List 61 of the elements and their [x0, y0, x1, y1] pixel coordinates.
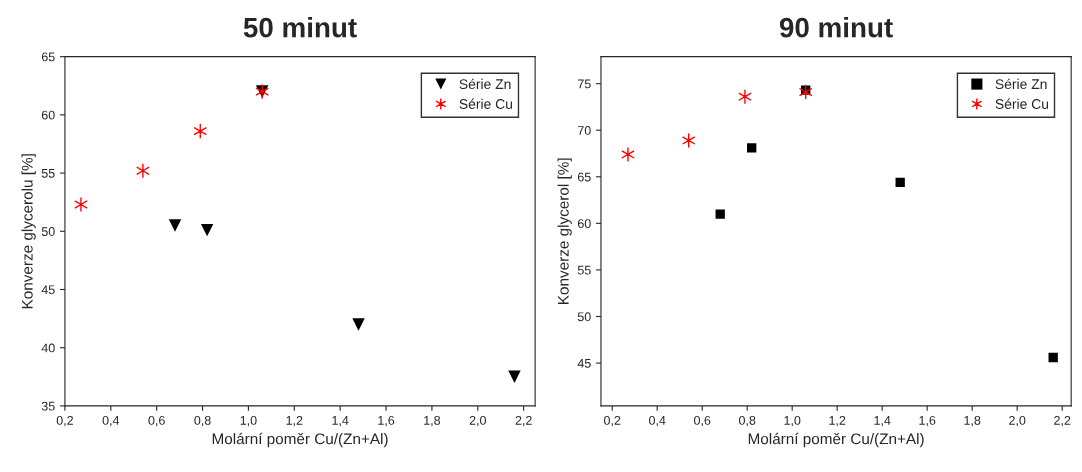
- x-tick-label: 0,6: [694, 415, 711, 427]
- x-tick-label: 0,2: [56, 415, 73, 427]
- point: [895, 177, 905, 188]
- y-axis-title: Konverze glycerol [%]: [557, 158, 572, 304]
- y-tick-label: 70: [577, 126, 591, 135]
- x-tick-label: 2,2: [1054, 415, 1071, 427]
- legend-label: Série Zn: [459, 78, 511, 90]
- point: [193, 123, 207, 139]
- point: [621, 147, 635, 162]
- y-tick-label: 65: [41, 52, 55, 62]
- x-tick-label: 1,0: [784, 415, 801, 427]
- y-tick-label: 50: [41, 227, 55, 236]
- y-tick-label: 40: [41, 343, 55, 353]
- point: [352, 318, 365, 331]
- point: [168, 219, 182, 232]
- x-tick-label: 2,0: [469, 415, 486, 427]
- chart-title: 90 minut: [779, 17, 893, 38]
- x-tick-label: 0,4: [649, 415, 666, 427]
- legend-label: Série Cu: [459, 98, 512, 109]
- point: [200, 223, 214, 237]
- y-tick-label: 55: [41, 169, 55, 178]
- x-axis-title: Molární poměr Cu/(Zn+Al): [212, 432, 388, 448]
- x-tick-label: 0,4: [102, 415, 120, 427]
- y-tick-label: 60: [41, 110, 55, 120]
- y-axis-title: Konverze glycerolu [%]: [21, 154, 36, 309]
- x-axis-title: Molární poměr Cu/(Zn+Al): [748, 432, 924, 448]
- x-tick-label: 0,8: [739, 415, 756, 427]
- y-tick-label: 75: [577, 79, 591, 89]
- x-tick-label: 1,0: [240, 415, 257, 427]
- y-tick-label: 35: [41, 401, 55, 411]
- y-tick-label: 45: [577, 359, 591, 368]
- x-tick-label: 0,6: [148, 415, 165, 427]
- chart-title: 50 minut: [243, 17, 357, 38]
- x-tick-label: 1,4: [332, 416, 349, 427]
- x-tick-label: 1,6: [378, 415, 395, 427]
- point: [508, 370, 521, 384]
- y-tick-label: 55: [577, 265, 591, 275]
- y-tick-label: 45: [41, 285, 55, 295]
- legend-label: Série Zn: [995, 78, 1047, 90]
- x-tick-label: 1,2: [829, 415, 846, 427]
- x-tick-label: 1,4: [874, 416, 891, 427]
- x-tick-label: 0,2: [604, 415, 621, 427]
- point: [747, 143, 757, 153]
- legend-label: Série Cu: [995, 98, 1049, 109]
- point: [74, 197, 88, 212]
- x-tick-label: 2,0: [1009, 415, 1026, 427]
- x-tick-label: 1,2: [286, 415, 303, 427]
- x-tick-label: 2,2: [515, 415, 532, 427]
- point: [715, 209, 725, 219]
- x-tick-label: 0,8: [194, 415, 211, 427]
- y-tick-label: 65: [577, 172, 591, 182]
- y-tick-label: 50: [577, 312, 591, 322]
- x-tick-label: 1,6: [919, 415, 936, 427]
- point: [136, 163, 150, 179]
- point: [682, 133, 696, 148]
- x-tick-label: 1,8: [964, 415, 981, 427]
- y-tick-label: 60: [577, 219, 591, 229]
- x-tick-label: 1,8: [424, 415, 441, 427]
- point: [1048, 352, 1058, 363]
- point: [738, 89, 752, 104]
- point: [799, 84, 813, 100]
